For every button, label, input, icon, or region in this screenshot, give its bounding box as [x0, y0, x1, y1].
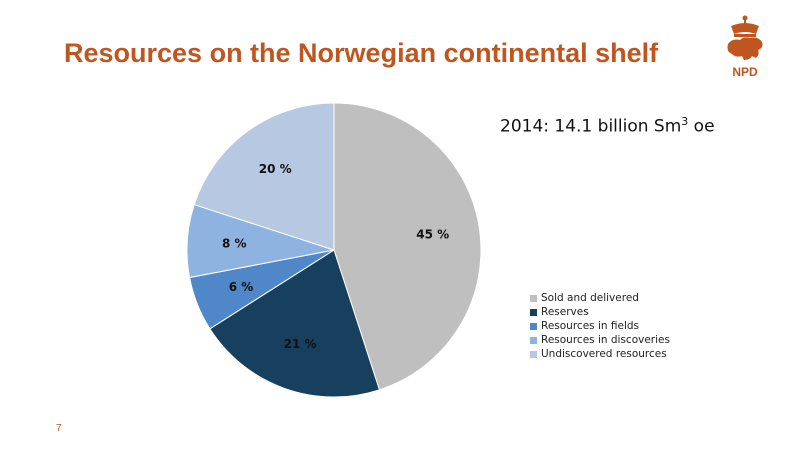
- slice-label: 6 %: [229, 280, 254, 294]
- legend-swatch: [530, 294, 537, 302]
- legend-item: Sold and delivered: [530, 291, 670, 305]
- pie-slice: [209, 249, 381, 398]
- legend-item: Resources in discoveries: [530, 333, 670, 347]
- legend-label: Resources in fields: [541, 320, 639, 332]
- npd-logo: NPD: [727, 15, 763, 79]
- slice-label: 20 %: [259, 162, 292, 176]
- legend-swatch: [530, 336, 537, 344]
- legend-swatch: [530, 350, 537, 358]
- subtitle-suffix: oe: [688, 116, 715, 137]
- legend-swatch: [530, 322, 537, 330]
- legend-label: Reserves: [541, 306, 589, 318]
- chart-subtitle: 2014: 14.1 billion Sm3 oe: [500, 115, 715, 137]
- legend-item: Undiscovered resources: [530, 347, 670, 361]
- legend-item: Resources in fields: [530, 319, 670, 333]
- legend-swatch: [530, 308, 537, 316]
- legend-item: Reserves: [530, 305, 670, 319]
- slice-label: 8 %: [222, 237, 247, 251]
- pie-slice: [333, 102, 482, 391]
- slide-title: Resources on the Norwegian continental s…: [64, 38, 659, 68]
- subtitle-text: 2014: 14.1 billion Sm: [500, 116, 682, 137]
- logo-text: NPD: [732, 65, 758, 79]
- legend-label: Sold and delivered: [541, 292, 639, 304]
- crown-icon: [731, 15, 759, 37]
- legend-label: Undiscovered resources: [541, 348, 667, 360]
- legend-label: Resources in discoveries: [541, 334, 670, 346]
- subtitle-superscript: 3: [681, 115, 689, 128]
- page-number: 7: [56, 423, 62, 434]
- chart-legend: Sold and delivered Reserves Resources in…: [530, 291, 670, 361]
- slice-label: 21 %: [284, 337, 317, 351]
- pie-slice: [193, 102, 335, 251]
- lion-icon: [727, 37, 763, 60]
- slice-label: 45 %: [416, 227, 449, 241]
